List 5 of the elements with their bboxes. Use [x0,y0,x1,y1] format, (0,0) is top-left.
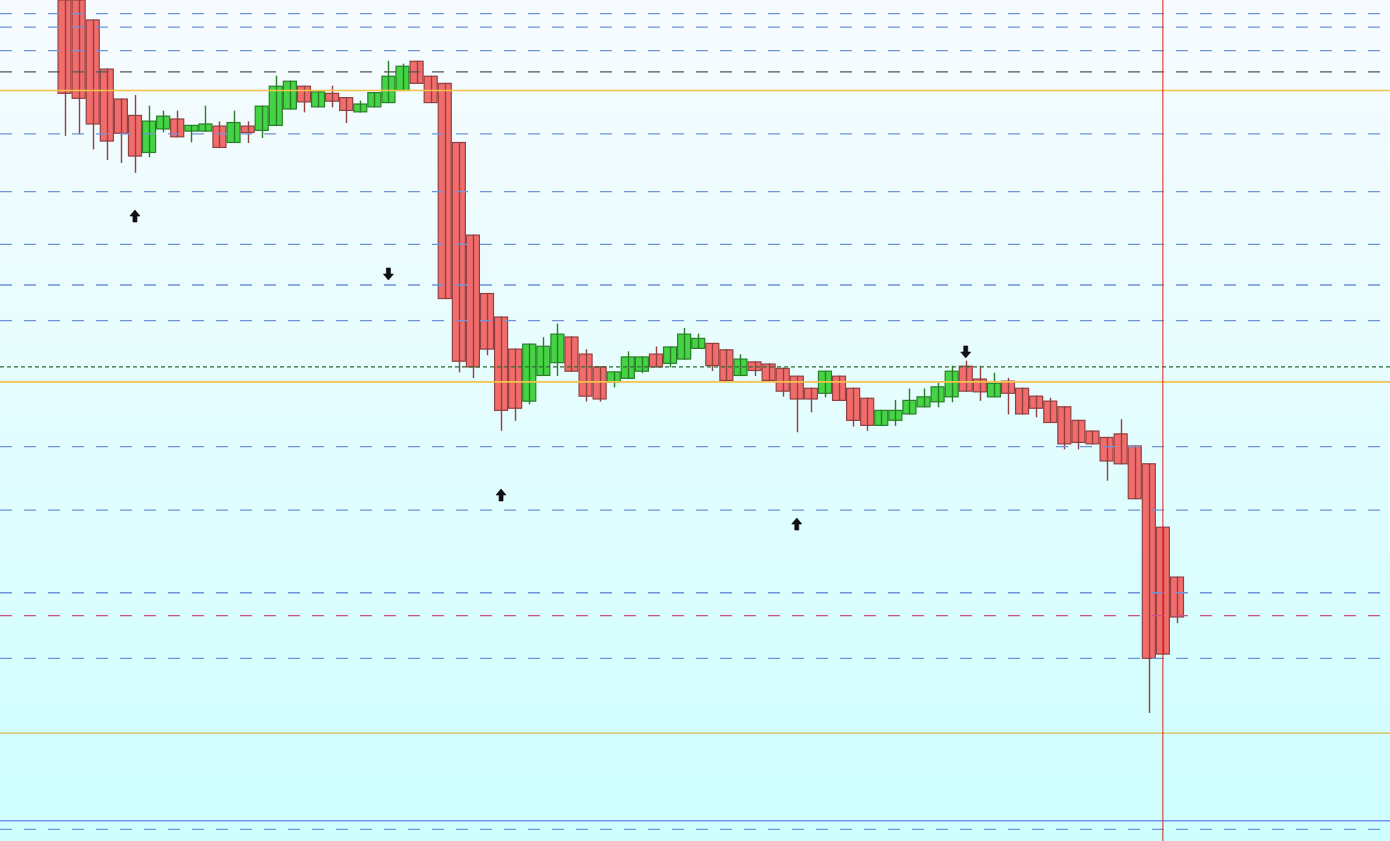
candlestick [212,120,227,149]
candlestick [733,353,748,377]
candlestick [226,109,241,144]
candlestick [648,345,664,369]
candlestick [240,120,255,144]
